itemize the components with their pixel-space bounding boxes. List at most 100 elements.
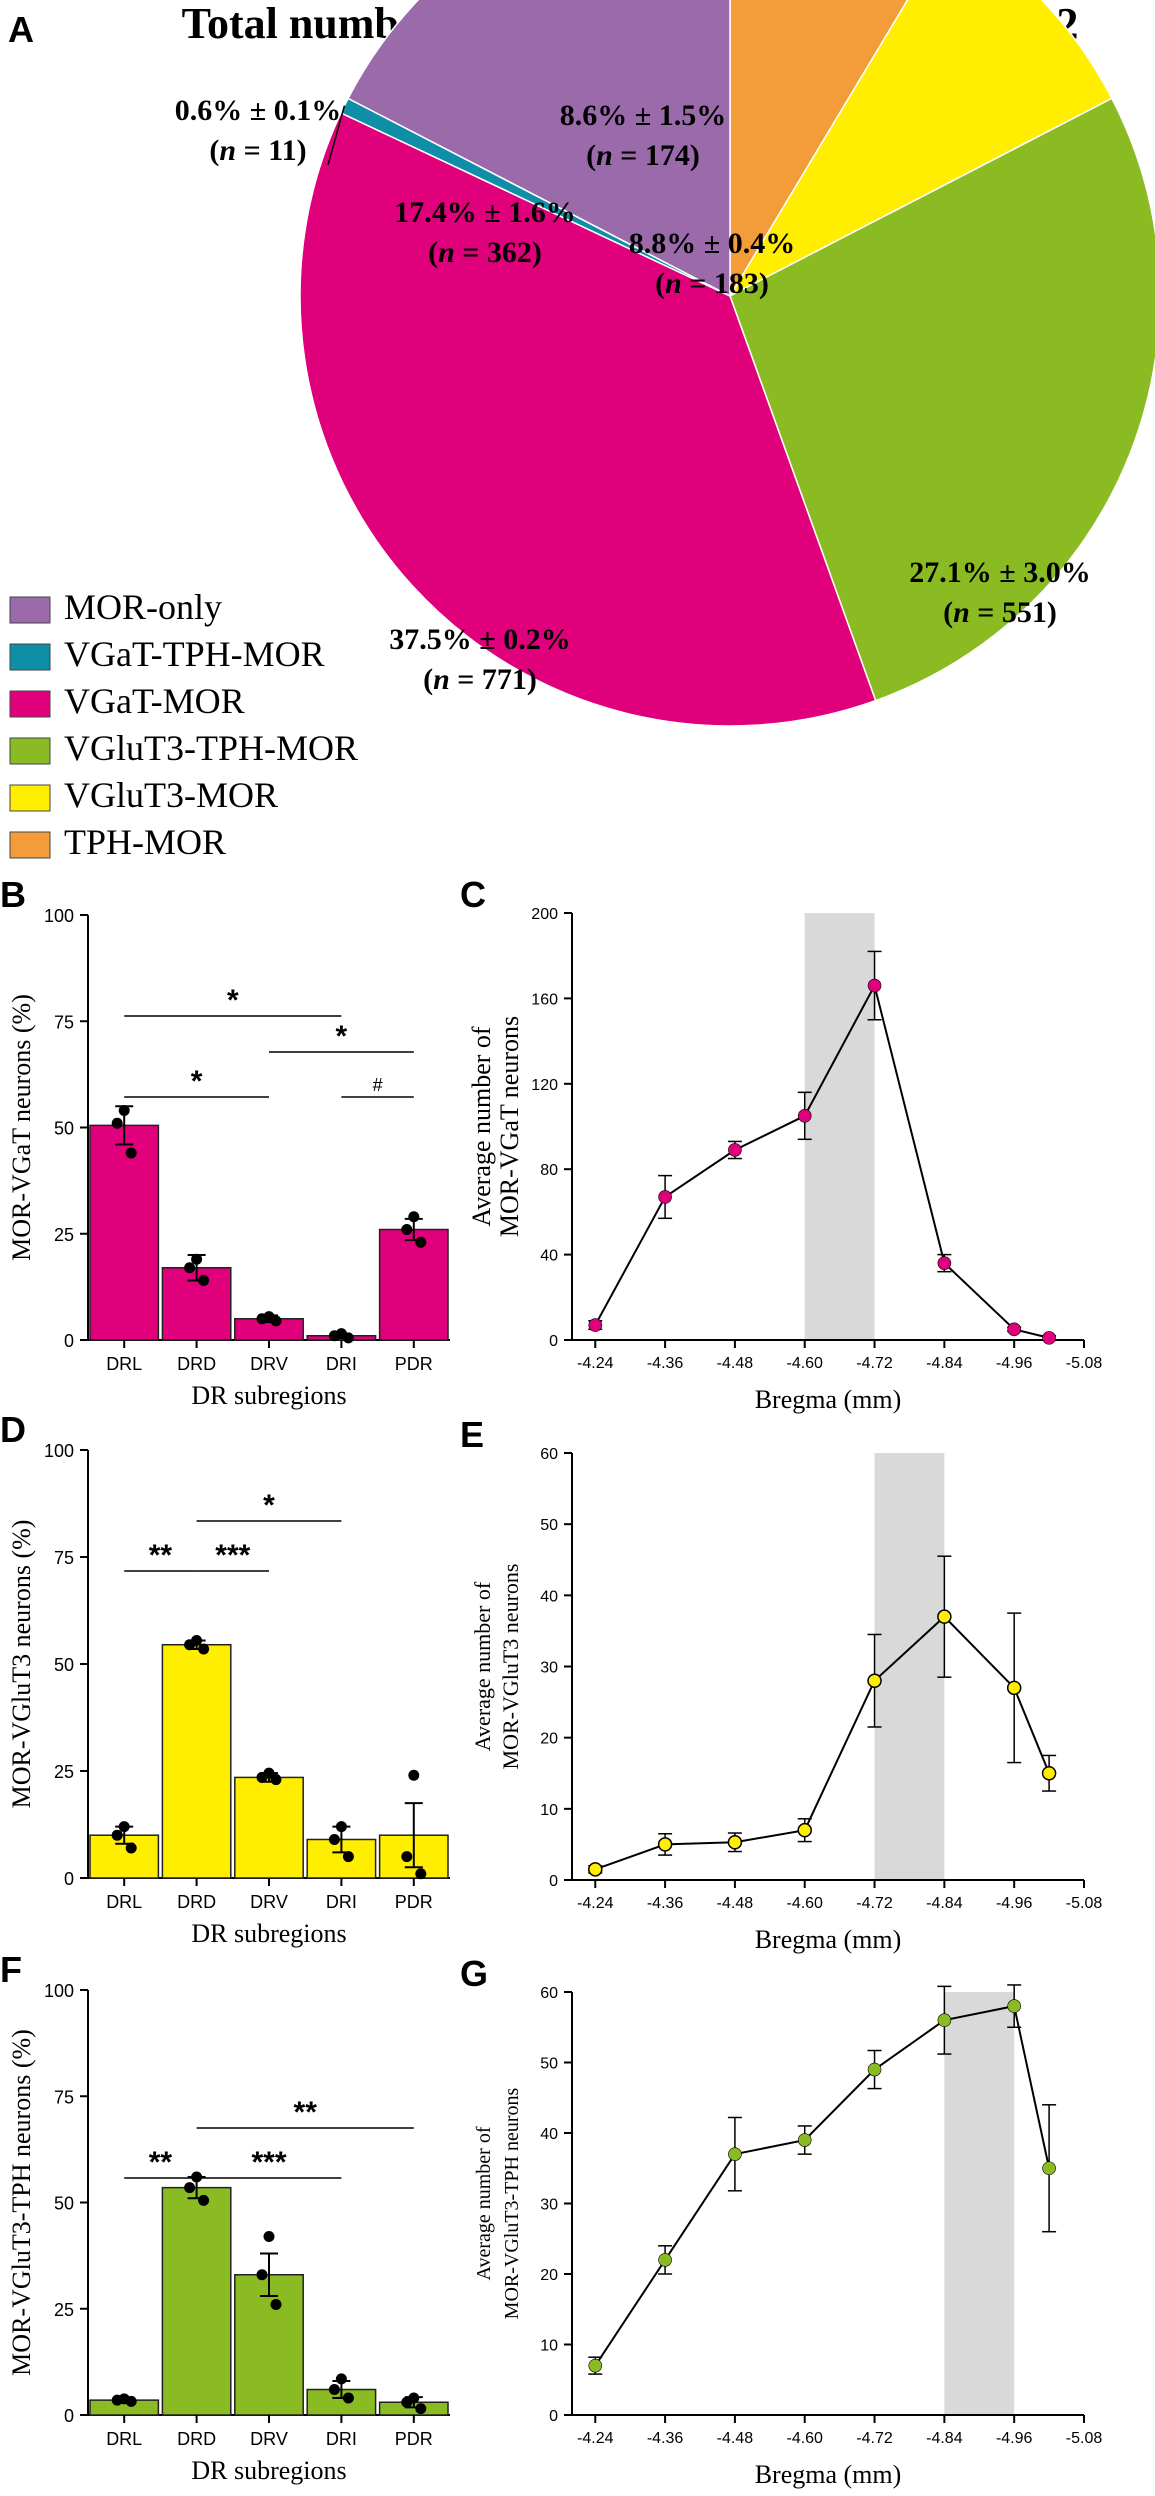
y-tick-label: 0 (549, 2408, 558, 2425)
y-tick-label: 40 (540, 1588, 558, 1605)
slice-label-n-eq: = (236, 134, 268, 167)
slice-label-n-close: ) (527, 663, 537, 696)
y-axis-label-line2: MOR-VGaT neurons (495, 1016, 524, 1237)
data-point (328, 1330, 340, 1342)
y-tick-label: 20 (540, 2267, 558, 2284)
y-tick-label: 75 (54, 1012, 74, 1032)
data-point (1007, 1999, 1021, 2013)
data-point (198, 1643, 210, 1655)
significance-marker: ** (294, 2096, 318, 2129)
data-point (111, 1117, 123, 1129)
x-tick-label: DRL (106, 1354, 142, 1374)
panel-e: E 0 10 20 30 40 50 60 -4.24 -4.36 -4.48 -4.60 -4.72 -… (460, 1414, 1102, 1954)
data-point (1042, 2161, 1056, 2176)
y-tick-label: 50 (540, 2056, 558, 2073)
y-tick-label: 50 (540, 1517, 558, 1534)
data-point (118, 1105, 130, 1116)
x-tick-label: DRI (326, 2429, 357, 2449)
bar (378, 1228, 449, 1341)
x-tick-label: -4.48 (717, 2430, 754, 2447)
panel-letter-a: A (8, 9, 34, 50)
slice-label-n-close: ) (690, 139, 700, 172)
x-tick-label: -4.84 (926, 1895, 963, 1912)
data-point (401, 1224, 413, 1235)
data-point (198, 2194, 210, 2206)
significance-marker: ** (149, 2146, 173, 2179)
panel-letter-b: B (0, 874, 26, 915)
y-axis-label-line2: MOR-VGluT3-TPH neurons (501, 2087, 523, 2319)
x-tick-label: DRD (177, 2429, 216, 2449)
significance-marker: # (373, 1075, 383, 1095)
y-tick-label: 60 (540, 1985, 558, 2002)
data-point (328, 2384, 340, 2395)
data-point (125, 1147, 137, 1159)
slice-label-n-open: ( (943, 596, 953, 629)
data-point (125, 1842, 137, 1854)
series-line (594, 982, 1050, 1339)
data-point (797, 2133, 812, 2147)
slice-label-n: (n = 362) (428, 236, 542, 269)
x-tick-label: DRI (326, 1354, 357, 1374)
data-point (256, 2269, 268, 2281)
slice-label-n: (n = 771) (423, 663, 537, 696)
panel-letter-d: D (0, 1409, 26, 1450)
pie-outline (299, 0, 1155, 727)
x-tick-label: -4.60 (786, 1355, 823, 1372)
data-point (657, 1837, 673, 1852)
legend-swatch (9, 690, 51, 718)
significance-marker: * (263, 1489, 275, 1522)
legend-label: MOR-only (64, 587, 222, 627)
legend-swatch (9, 784, 51, 812)
slice-label-n-value: 771 (482, 663, 527, 696)
slice-label-n-symbol: n (433, 663, 450, 696)
slice-label-pct: 0.6% ± 0.1% (175, 94, 341, 127)
panel-c: C 0 40 80 120 160 200 -4.24 -4.36 -4.48 -4.60 -4.72… (460, 874, 1102, 1414)
significance-marker: *** (251, 2146, 286, 2179)
slice-label-n: (n = 551) (943, 596, 1057, 629)
data-point (342, 2392, 354, 2404)
slice-label-pct: 17.4% ± 1.6% (394, 196, 575, 229)
y-axis-label-line1: Average number of (473, 2126, 495, 2280)
data-point (867, 1673, 882, 1688)
y-tick-label: 25 (54, 2300, 74, 2320)
y-tick-label: 40 (540, 2126, 558, 2143)
x-tick-label: DRD (177, 1892, 216, 1912)
slice-label-n-value: 11 (268, 134, 296, 167)
panel-f: F 0 25 50 75 100 DRL DRD DRV DRI PDR DR subregions M… (0, 1949, 450, 2485)
y-tick-label: 160 (531, 991, 558, 1008)
data-point (867, 978, 882, 993)
legend-label: VGluT3-TPH-MOR (64, 728, 358, 768)
x-tick-label: -5.08 (1066, 1895, 1103, 1912)
data-point (658, 2253, 672, 2267)
data-point (118, 1821, 130, 1833)
x-tick-label: DRV (250, 2429, 288, 2449)
significance-marker: * (227, 984, 239, 1017)
x-tick-label: DRV (250, 1354, 288, 1374)
x-tick-label: -4.96 (996, 1895, 1033, 1912)
x-tick-label: -4.60 (786, 1895, 823, 1912)
y-tick-label: 75 (54, 2087, 74, 2107)
legend-label: TPH-MOR (64, 822, 226, 862)
y-tick-label: 80 (540, 1162, 558, 1179)
x-tick-label: DRV (250, 1892, 288, 1912)
x-tick-label: -4.96 (996, 2430, 1033, 2447)
data-point (342, 1851, 354, 1863)
y-tick-label: 0 (64, 2406, 74, 2426)
data-point (256, 1313, 268, 1325)
data-point (184, 1262, 196, 1274)
slice-label-n-value: 551 (1002, 596, 1047, 629)
data-point (415, 1236, 427, 1248)
data-point (401, 1851, 413, 1863)
y-tick-label: 100 (44, 1981, 74, 2001)
data-point (198, 1275, 210, 1286)
data-point (728, 1143, 742, 1157)
series-line (594, 2004, 1051, 2367)
slice-label-n-symbol: n (665, 267, 682, 300)
y-tick-label: 10 (540, 2338, 558, 2355)
bar (89, 1124, 160, 1341)
slice-label-pct: 8.6% ± 1.5% (560, 99, 726, 132)
data-point (867, 2062, 882, 2077)
data-point (125, 2395, 137, 2407)
x-axis-label: Bregma (mm) (755, 1385, 902, 1414)
